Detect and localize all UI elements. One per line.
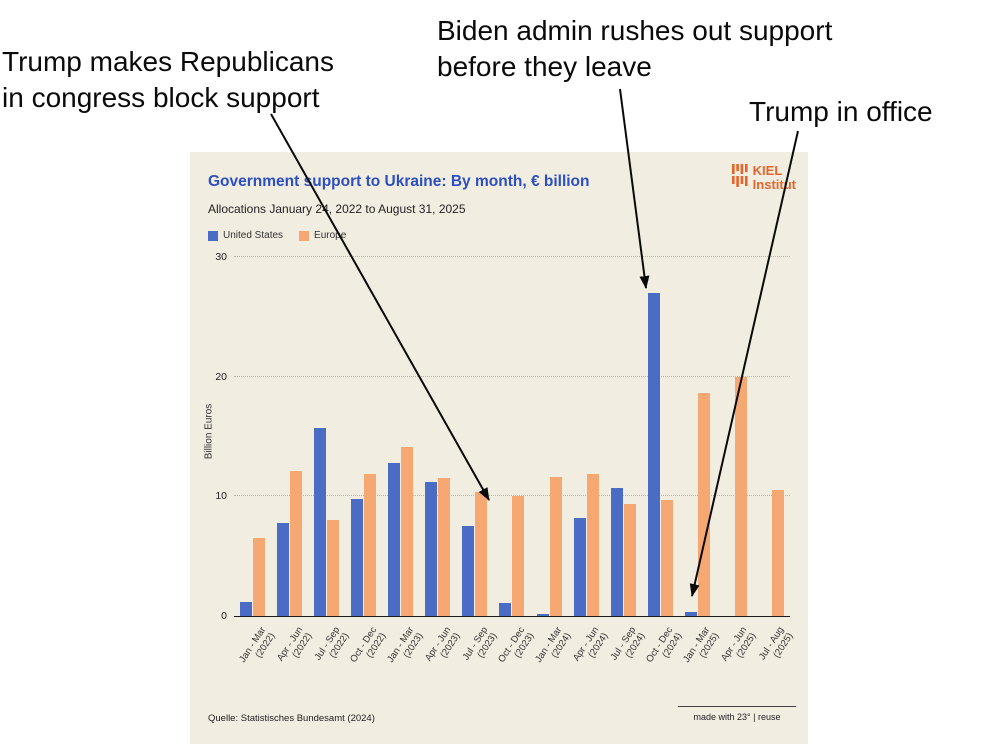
y-tick-20: 20 <box>215 370 227 383</box>
bar-united-states-5 <box>425 481 438 616</box>
bar-group-0 <box>240 538 266 616</box>
bar-group-10 <box>610 487 636 616</box>
bar-europe-14 <box>771 490 784 616</box>
bar-group-5 <box>425 478 451 616</box>
bar-united-states-0 <box>240 601 253 616</box>
bar-group-6 <box>462 491 488 616</box>
bar-europe-3 <box>364 473 377 616</box>
bar-europe-5 <box>438 478 451 616</box>
bar-group-8 <box>536 477 562 616</box>
bar-europe-0 <box>253 538 266 616</box>
bar-group-13 <box>722 376 747 616</box>
bar-united-states-1 <box>277 522 290 616</box>
gridline-20 <box>234 375 790 377</box>
gridline-10 <box>234 495 790 497</box>
legend-item-europe: Europe <box>299 230 346 241</box>
x-axis-labels: Jan - Mar (2022) Apr - Jun (2022) Jul - Se… <box>234 618 797 718</box>
bar-europe-12 <box>697 393 710 616</box>
bar-europe-13 <box>734 376 747 616</box>
bar-group-11 <box>647 292 673 616</box>
bar-united-states-7 <box>499 602 512 616</box>
chart-card: Government support to Ukraine: By month,… <box>190 152 808 744</box>
bar-group-7 <box>499 496 525 616</box>
bar-europe-4 <box>401 447 414 616</box>
bar-group-12 <box>684 393 710 616</box>
kiel-institut-logo: KIEL Institut <box>731 164 796 191</box>
annotation-block-support: Trump makes Republicans in congress bloc… <box>2 46 334 113</box>
bar-europe-9 <box>586 473 599 616</box>
kiel-logo-line2: Institut <box>752 176 796 192</box>
legend-label: Europe <box>314 230 347 241</box>
y-tick-0: 0 <box>221 610 227 622</box>
bar-united-states-11 <box>647 292 660 616</box>
annotation-trump-office: Trump in office <box>749 96 933 127</box>
bar-europe-2 <box>327 520 340 616</box>
legend-swatch <box>299 230 310 241</box>
bar-group-3 <box>351 473 377 616</box>
legend-label: United States <box>223 230 284 241</box>
bar-groups <box>234 258 790 616</box>
annotation-biden-rush: Biden admin rushes out support before th… <box>437 15 833 82</box>
bar-united-states-2 <box>314 428 327 616</box>
bar-united-states-3 <box>351 498 364 616</box>
kiel-logo-line1: KIEL <box>752 163 783 178</box>
bar-europe-8 <box>549 477 562 616</box>
kiel-logo-icon <box>731 164 748 187</box>
bar-united-states-4 <box>388 462 401 616</box>
bar-europe-11 <box>660 499 673 616</box>
plot-area: 0 10 20 30 <box>215 251 790 622</box>
bar-united-states-10 <box>610 487 623 616</box>
y-axis-label: Billion Euros <box>203 403 215 460</box>
legend: United States Europe <box>208 230 346 241</box>
y-tick-30: 30 <box>215 251 227 263</box>
gridlines: 0 10 20 30 <box>215 251 790 622</box>
bar-united-states-12 <box>684 612 697 616</box>
chart-subtitle: Allocations January 24, 2022 to August 3… <box>208 202 466 216</box>
gridline-30 <box>234 256 790 257</box>
bar-united-states-6 <box>462 526 475 616</box>
bar-europe-6 <box>475 491 488 616</box>
bar-group-4 <box>388 447 414 616</box>
bar-europe-7 <box>512 496 525 616</box>
chart-title: Government support to Ukraine: By month,… <box>208 173 590 190</box>
bar-united-states-9 <box>573 517 586 616</box>
bar-group-9 <box>573 473 599 616</box>
kiel-logo-text: KIEL Institut <box>753 164 796 191</box>
bar-group-1 <box>277 471 303 616</box>
bar-group-2 <box>314 428 340 616</box>
source-note: Quelle: Statistisches Bundesamt (2024) <box>208 713 375 724</box>
legend-swatch <box>208 230 218 241</box>
bar-europe-1 <box>290 471 303 616</box>
y-tick-10: 10 <box>215 490 227 503</box>
credit-link[interactable]: made with 23° | reuse <box>678 706 796 722</box>
bar-group-14 <box>759 490 784 616</box>
bar-united-states-8 <box>536 613 549 616</box>
bar-europe-10 <box>623 503 636 616</box>
legend-item-united-states: United States <box>208 230 283 241</box>
